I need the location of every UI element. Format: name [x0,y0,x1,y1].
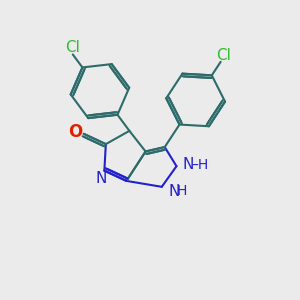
Text: –H: –H [192,158,209,172]
Text: Cl: Cl [216,48,231,63]
Text: O: O [68,123,83,141]
Text: N: N [95,171,106,186]
Text: Cl: Cl [65,40,80,56]
Text: N: N [168,184,180,199]
Text: H: H [177,184,188,198]
Text: N: N [183,157,194,172]
